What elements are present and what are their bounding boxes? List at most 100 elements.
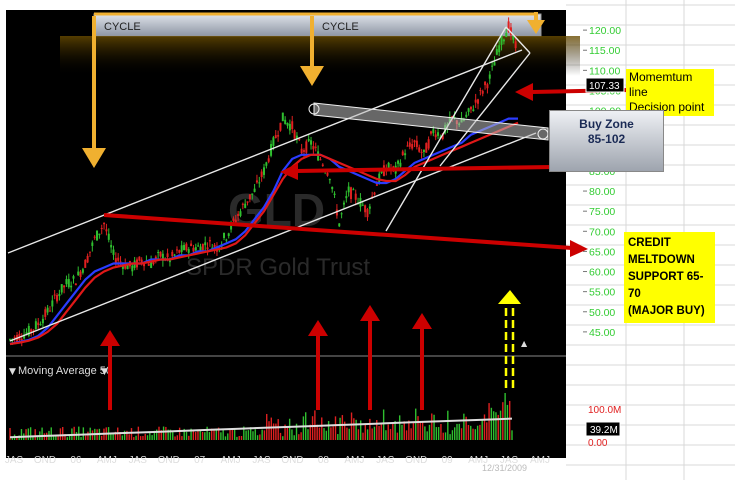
price-candle-body — [84, 259, 87, 268]
resistance-arrowhead — [280, 163, 298, 180]
price-candle-body — [300, 148, 303, 154]
price-candle-body — [25, 332, 28, 334]
price-candle-body — [46, 307, 49, 313]
price-candle-body — [255, 180, 258, 183]
volume-axis-min: 0.00 — [588, 438, 608, 449]
current-signal-arrowhead — [498, 290, 521, 304]
price-candle-body — [183, 245, 186, 251]
price-candle-body — [67, 279, 70, 288]
y-tick-label: 45.00 — [589, 327, 615, 339]
price-candle-body — [58, 293, 61, 297]
current-signal-arrow — [498, 290, 521, 388]
cycle-arrowhead-right — [527, 20, 545, 34]
price-candle-body — [239, 211, 242, 216]
price-candle-body — [498, 45, 501, 53]
volume-ma-box — [585, 421, 621, 437]
price-candle-body — [312, 146, 315, 150]
credit-line-4: (MAJOR BUY) — [628, 305, 705, 317]
cycle-arrowhead-left — [82, 148, 106, 168]
price-candle-body — [112, 249, 115, 255]
price-candle-body — [91, 242, 94, 246]
y-tick-label: 120.00 — [589, 25, 621, 37]
up-arrowhead — [360, 305, 380, 321]
price-candle-body — [298, 139, 301, 141]
x-tick-label: AMJ — [530, 455, 550, 466]
price-candle-body — [310, 140, 313, 145]
price-candle-body — [126, 265, 129, 270]
price-candle-body — [150, 260, 153, 268]
price-candle-body — [232, 218, 235, 222]
x-tick-label: 06 — [70, 455, 82, 466]
steep-channel-right — [439, 52, 531, 167]
steep-channel-top — [505, 26, 531, 54]
date-stamp: 12/31/2009 — [482, 463, 527, 473]
price-candle-body — [27, 326, 30, 336]
buy-zone-bar-end-left — [308, 103, 320, 115]
price-candle-body — [495, 49, 498, 55]
price-candle-body — [502, 39, 505, 42]
x-tick-label: JAS — [5, 455, 24, 466]
price-candle-body — [208, 240, 211, 242]
x-tick-label: 08 — [318, 455, 330, 466]
price-candle-body — [244, 203, 247, 208]
price-candle-body — [230, 223, 233, 230]
credit-support-line — [103, 213, 573, 250]
buy-signal-arrows — [100, 305, 432, 410]
price-candle-body — [399, 162, 402, 167]
credit-support-arrowhead — [570, 240, 588, 257]
price-candle-body — [48, 310, 51, 312]
price-candle-body — [333, 193, 336, 195]
price-candle-body — [347, 186, 350, 193]
price-candle-body — [291, 121, 294, 130]
price-candle-body — [472, 109, 475, 111]
price-candle-body — [411, 143, 414, 149]
price-candle-body — [484, 81, 487, 86]
price-candle-body — [70, 285, 73, 288]
price-candle-body — [98, 233, 101, 236]
price-candle-body — [197, 245, 200, 247]
credit-line-1: CREDIT — [628, 237, 671, 249]
price-candle-body — [352, 189, 355, 191]
x-tick-label: AMJ — [97, 455, 117, 466]
price-candle-body — [342, 202, 345, 205]
price-candle-body — [319, 159, 322, 161]
price-candle-body — [331, 186, 334, 190]
price-candle-body — [39, 324, 42, 326]
price-candle-body — [56, 295, 59, 302]
price-candle-body — [406, 145, 409, 147]
cycle-arrowhead-middle — [300, 66, 324, 86]
momentum-note: Momemtum line Decision point — [626, 69, 714, 116]
price-candle-body — [213, 244, 216, 248]
price-candle-body — [512, 36, 515, 40]
price-candle-body — [387, 162, 390, 169]
price-candle-body — [404, 153, 407, 156]
price-candle-body — [486, 84, 489, 89]
price-candle-body — [505, 33, 508, 38]
y-tick-label: 70.00 — [589, 226, 615, 238]
price-candle-body — [63, 285, 66, 288]
price-candle-body — [227, 233, 230, 236]
volume-indicator-arrow: ▼ — [101, 367, 108, 377]
credit-meltdown-note: CREDIT MELTDOWN SUPPORT 65-70 (MAJOR BUY… — [624, 232, 715, 323]
price-candle-body — [121, 265, 124, 269]
x-axis: JAS OND 06 AMJ JAS OND 07 AMJ JAS OND 08 AMJ JAS OND 0… — [5, 455, 550, 466]
up-arrowhead — [100, 330, 120, 346]
price-candle-body — [375, 184, 378, 186]
price-candle-body — [180, 245, 183, 252]
price-candle-body — [361, 204, 364, 206]
up-arrowhead — [308, 320, 328, 336]
price-candle-body — [88, 251, 91, 253]
y-tick-label: 60.00 — [589, 267, 615, 279]
price-candle-body — [401, 151, 404, 156]
watermark-name: SPDR Gold Trust — [186, 254, 370, 281]
price-candle-body — [368, 206, 371, 209]
price-candle-body — [241, 203, 244, 205]
price-layer — [9, 17, 519, 347]
price-candle-body — [93, 236, 96, 238]
price-candle-body — [265, 162, 268, 166]
price-candle-body — [143, 262, 146, 267]
price-candle-body — [270, 144, 273, 156]
price-candle-body — [514, 41, 517, 49]
volume-layer — [9, 393, 513, 440]
x-tick-label: 07 — [194, 455, 206, 466]
